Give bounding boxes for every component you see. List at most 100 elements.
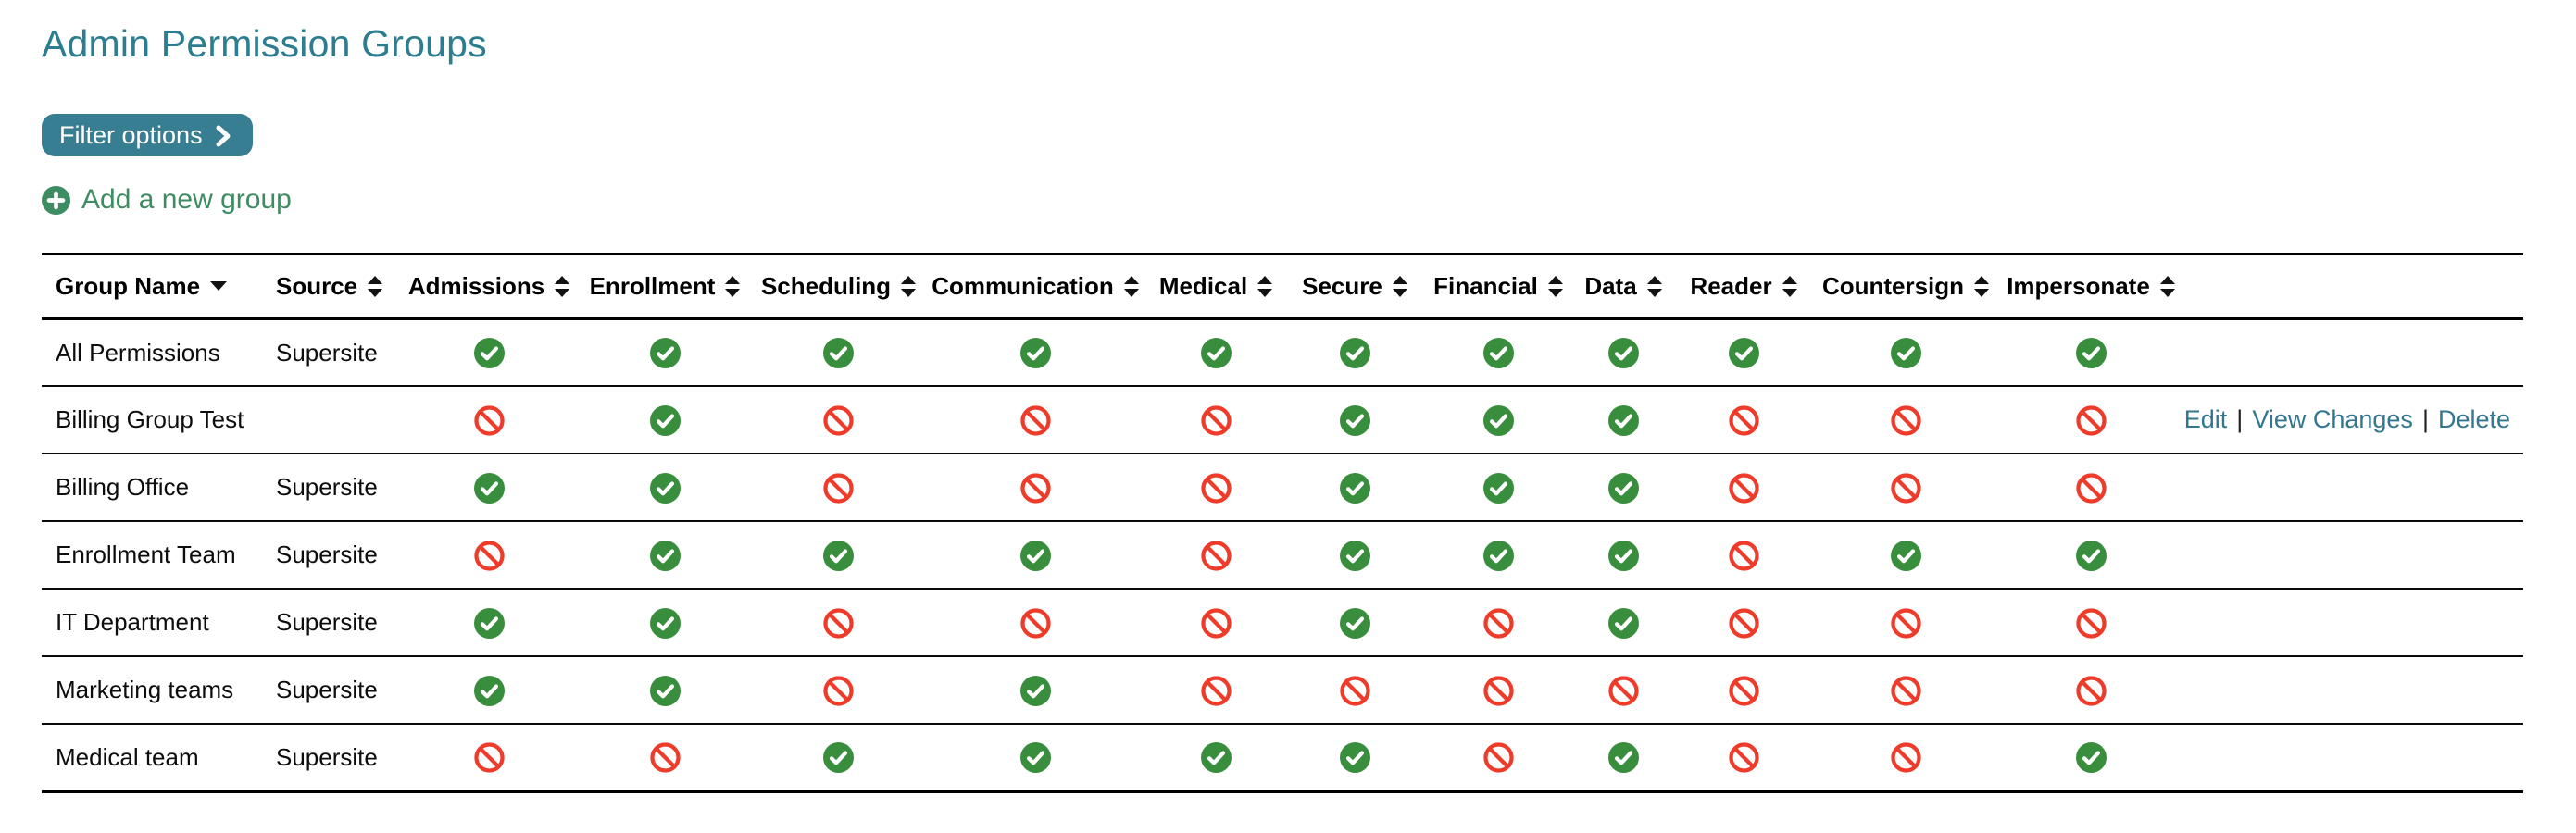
permission-granted-icon xyxy=(1339,607,1370,639)
permission-cell-communication xyxy=(924,386,1146,455)
permission-cell-scheduling xyxy=(753,318,924,388)
column-header-data[interactable]: Data xyxy=(1572,254,1674,320)
permission-granted-icon xyxy=(1607,472,1639,504)
source-cell: Supersite xyxy=(267,318,401,388)
source-cell: Supersite xyxy=(267,454,401,523)
permission-denied-icon xyxy=(1200,404,1232,436)
permission-denied-icon xyxy=(1200,607,1232,639)
permission-cell-data xyxy=(1572,318,1674,388)
permission-cell-data xyxy=(1572,521,1674,591)
column-label: Admissions xyxy=(407,271,545,300)
permission-cell-secure xyxy=(1285,724,1424,791)
permission-denied-icon xyxy=(2075,675,2107,706)
column-header-impersonate[interactable]: Impersonate xyxy=(1998,254,2183,320)
column-header-financial[interactable]: Financial xyxy=(1424,254,1572,320)
permission-cell-scheduling xyxy=(753,724,924,791)
source-cell xyxy=(267,386,401,455)
column-header-enrollment[interactable]: Enrollment xyxy=(577,254,753,320)
permission-granted-icon xyxy=(1607,540,1639,571)
permission-cell-secure xyxy=(1285,454,1424,523)
group-name-cell: Enrollment Team xyxy=(42,521,267,591)
actions-cell: Edit | View Changes | Delete xyxy=(2183,386,2523,455)
group-name-cell: Billing Office xyxy=(42,454,267,523)
sort-updown-icon xyxy=(1646,275,1662,297)
permission-denied-icon xyxy=(649,742,681,773)
permission-cell-impersonate xyxy=(1998,454,2183,523)
add-group-label: Add a new group xyxy=(81,184,292,216)
permission-cell-medical xyxy=(1146,454,1285,523)
table-row: Enrollment Team Supersite xyxy=(42,521,2523,591)
permission-granted-icon xyxy=(1200,742,1232,774)
column-header-source[interactable]: Source xyxy=(267,254,401,320)
permission-granted-icon xyxy=(1019,742,1051,774)
permission-denied-icon xyxy=(823,404,854,436)
source-cell: Supersite xyxy=(267,521,401,591)
permission-denied-icon xyxy=(1607,675,1639,706)
permission-cell-admissions xyxy=(401,454,577,523)
permission-cell-financial xyxy=(1424,386,1572,455)
permission-cell-countersign xyxy=(1813,521,1998,591)
permission-cell-financial xyxy=(1424,521,1572,591)
permission-cell-data xyxy=(1572,656,1674,726)
permission-denied-icon xyxy=(1890,472,1921,504)
column-header-communication[interactable]: Communication xyxy=(924,254,1146,320)
sort-updown-icon xyxy=(1974,275,1990,297)
permission-cell-admissions xyxy=(401,318,577,388)
permission-denied-icon xyxy=(1339,675,1370,706)
column-header-reader[interactable]: Reader xyxy=(1674,254,1813,320)
sort-updown-icon xyxy=(725,275,741,297)
permission-granted-icon xyxy=(1482,337,1514,368)
view-changes-link[interactable]: View Changes xyxy=(2252,405,2413,434)
table-row: Billing Office Supersite xyxy=(42,454,2523,523)
permission-cell-enrollment xyxy=(577,589,753,658)
permission-cell-enrollment xyxy=(577,454,753,523)
permission-cell-communication xyxy=(924,589,1146,658)
permission-cell-reader xyxy=(1674,318,1813,388)
column-header-secure[interactable]: Secure xyxy=(1285,254,1424,320)
sort-down-icon xyxy=(210,281,228,292)
group-name-cell: Billing Group Test xyxy=(42,386,267,455)
column-header-countersign[interactable]: Countersign xyxy=(1813,254,1998,320)
permission-cell-impersonate xyxy=(1998,724,2183,791)
permission-granted-icon xyxy=(649,337,681,368)
sort-updown-icon xyxy=(1782,275,1797,297)
permission-cell-data xyxy=(1572,386,1674,455)
permission-granted-icon xyxy=(1728,337,1759,368)
group-name-cell: Marketing teams xyxy=(42,656,267,726)
permission-denied-icon xyxy=(2075,404,2107,436)
permission-cell-impersonate xyxy=(1998,386,2183,455)
permission-cell-reader xyxy=(1674,589,1813,658)
permission-granted-icon xyxy=(1339,472,1370,504)
delete-link[interactable]: Delete xyxy=(2437,405,2510,434)
permission-denied-icon xyxy=(1728,675,1759,706)
permission-granted-icon xyxy=(1482,540,1514,571)
column-header-group_name[interactable]: Group Name xyxy=(42,254,267,320)
edit-link[interactable]: Edit xyxy=(2183,405,2228,434)
permission-granted-icon xyxy=(1607,404,1639,436)
permission-cell-scheduling xyxy=(753,386,924,455)
column-header-admissions[interactable]: Admissions xyxy=(401,254,577,320)
permission-cell-reader xyxy=(1674,656,1813,726)
add-group-link[interactable]: Add a new group xyxy=(42,184,292,216)
column-label: Enrollment xyxy=(589,271,716,300)
permission-denied-icon xyxy=(823,607,854,639)
admin-permission-groups-page: Admin Permission Groups Filter options A… xyxy=(42,22,2523,793)
sort-updown-icon xyxy=(555,275,570,297)
permission-denied-icon xyxy=(473,742,505,773)
action-separator: | xyxy=(2421,405,2429,434)
table-row: IT Department Supersite xyxy=(42,589,2523,658)
permission-granted-icon xyxy=(1339,404,1370,436)
column-label: Impersonate xyxy=(2007,271,2150,300)
permission-cell-communication xyxy=(924,724,1146,791)
permission-granted-icon xyxy=(1607,337,1639,368)
permission-cell-medical xyxy=(1146,386,1285,455)
permission-granted-icon xyxy=(1607,742,1639,774)
permission-granted-icon xyxy=(649,404,681,436)
permission-cell-medical xyxy=(1146,656,1285,726)
actions-cell xyxy=(2183,318,2523,388)
filter-options-button[interactable]: Filter options xyxy=(42,114,253,157)
column-header-scheduling[interactable]: Scheduling xyxy=(753,254,924,320)
permission-granted-icon xyxy=(473,472,505,504)
column-label: Source xyxy=(276,271,358,300)
column-header-medical[interactable]: Medical xyxy=(1146,254,1285,320)
